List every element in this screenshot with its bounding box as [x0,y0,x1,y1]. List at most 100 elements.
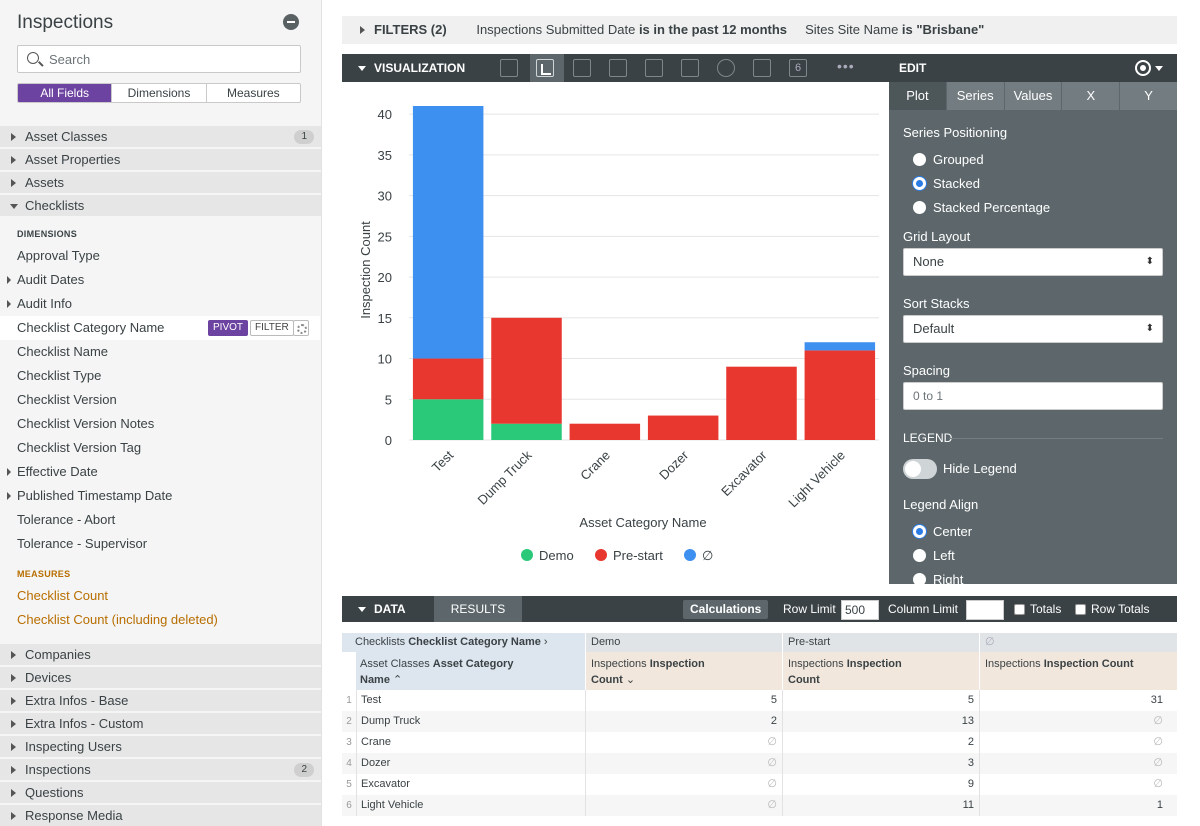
field-checklist-version-notes[interactable]: Checklist Version Notes [17,416,155,431]
view-group-extra-infos-custom[interactable]: Extra Infos - Custom [0,713,321,735]
row-null-cell: ∅ [979,774,1177,795]
column-chart-icon[interactable] [536,59,554,77]
filters-bar[interactable]: FILTERS (2) Inspections Submitted Date i… [342,16,1177,44]
y-tick-label: 30 [378,189,392,204]
grid-layout-select[interactable]: None [903,248,1163,276]
gear-icon[interactable] [1135,60,1151,76]
view-group-response-media[interactable]: Response Media [0,805,321,826]
hide-legend-toggle[interactable] [903,459,937,479]
tab-values[interactable]: Values [1003,82,1062,110]
bar-segment [804,350,876,440]
scatter-chart-icon[interactable] [609,59,627,77]
radio-stacked[interactable] [913,177,926,190]
field-effective-date[interactable]: Effective Date [0,460,320,484]
field-checklist-count[interactable]: Checklist Count [17,588,109,603]
view-group-asset-properties[interactable]: Asset Properties [0,149,321,171]
x-tick-label: Excavator [718,447,770,499]
tab-series[interactable]: Series [945,82,1004,110]
totals-checkbox[interactable] [1014,604,1025,615]
radio-grouped[interactable] [913,153,926,166]
radio-center[interactable] [913,525,926,538]
row-dimension-cell: Dozer [356,753,585,774]
collapse-triangle-icon[interactable] [358,66,366,71]
radio-right-label: Right [933,572,964,587]
radio-stacked-percentage[interactable] [913,201,926,214]
filter-2-condition: is "Brisbane" [901,22,985,37]
row-limit-input[interactable]: 500 [841,600,879,620]
legend-align-label: Legend Align [903,497,979,512]
sort-stacks-select[interactable]: Default [903,315,1163,343]
chevron-down-icon[interactable] [1155,66,1163,71]
tab-measures[interactable]: Measures [205,84,300,102]
view-group-extra-infos-base[interactable]: Extra Infos - Base [0,690,321,712]
stacked-column-chart: 0 5 10 15 20 25 30 35 40 Test Dump Truck Crane Doze… [358,106,879,563]
filter-button[interactable]: FILTER [250,320,294,336]
collapse-triangle-icon[interactable] [358,607,366,612]
bar-segment [804,342,876,351]
view-group-inspecting-users[interactable]: Inspecting Users [0,736,321,758]
line-chart-icon[interactable] [645,59,663,77]
field-published-timestamp-date[interactable]: Published Timestamp Date [0,484,320,508]
field-checklist-type[interactable]: Checklist Type [17,368,102,383]
legend-label: Pre-start [613,548,663,563]
row-totals-checkbox[interactable] [1075,604,1086,615]
calculations-button[interactable]: Calculations [683,600,769,619]
tab-plot[interactable]: Plot [889,82,946,110]
field-gear-icon[interactable] [293,320,309,336]
field-tolerance-supervisor[interactable]: Tolerance - Supervisor [17,536,148,551]
measure-header-null[interactable]: Inspections Inspection Count [979,652,1177,690]
pivot-value-demo[interactable]: Demo [585,633,782,652]
row-null-cell: 31 [979,690,1177,711]
radio-right[interactable] [913,573,926,586]
tab-y[interactable]: Y [1119,82,1177,110]
field-checklist-name[interactable]: Checklist Name [17,344,109,359]
filter-2-field: Sites Site Name [805,22,899,37]
view-group-assets[interactable]: Assets [0,172,321,194]
dimension-header[interactable]: Asset Classes Asset Category Name ⌃ [356,652,585,690]
view-group-devices[interactable]: Devices [0,667,321,689]
bar-chart-icon[interactable] [573,59,591,77]
collapse-sidebar-icon[interactable] [283,14,299,30]
field-checklist-category-name[interactable]: Checklist Category Name PIVOT FILTER [0,316,320,340]
pivot-button[interactable]: PIVOT [208,320,249,336]
field-audit-dates[interactable]: Audit Dates [0,268,320,292]
field-checklist-version-tag[interactable]: Checklist Version Tag [17,440,142,455]
results-tab[interactable]: RESULTS [434,596,522,622]
measure-header-prestart[interactable]: Inspections Inspection Count [782,652,979,690]
column-header-row: Asset Classes Asset Category Name ⌃ Inspe… [342,652,1177,690]
single-value-icon[interactable]: 6 [789,59,807,77]
bar-segment [491,317,562,424]
view-group-asset-classes[interactable]: Asset Classes 1 [0,126,321,148]
measure-header-demo[interactable]: Inspections Inspection Count ⌄ [585,652,782,690]
view-group-checklists[interactable]: Checklists [0,195,321,217]
tab-x[interactable]: X [1061,82,1120,110]
column-limit-input[interactable] [966,600,1004,620]
pivot-value-prestart[interactable]: Pre-start [782,633,979,652]
pivot-value-null[interactable]: ∅ [979,633,1177,652]
pie-chart-icon[interactable] [717,59,735,77]
view-group-questions[interactable]: Questions [0,782,321,804]
row-demo-cell: 2 [585,711,782,732]
tab-all-fields[interactable]: All Fields [18,84,112,102]
field-picker-sidebar: Inspections Search All Fields Dimensions… [0,0,322,826]
field-search-input[interactable]: Search [17,45,301,73]
pivot-header-cell[interactable]: Checklists Checklist Category Name › [342,633,585,652]
radio-left[interactable] [913,549,926,562]
field-tolerance-abort[interactable]: Tolerance - Abort [17,512,116,527]
table-viz-icon[interactable] [500,59,518,77]
field-checklist-version[interactable]: Checklist Version [17,392,117,407]
spacing-input[interactable]: 0 to 1 [903,382,1163,410]
more-viz-icon[interactable]: ••• [837,58,855,74]
field-checklist-count-including-deleted[interactable]: Checklist Count (including deleted) [17,612,218,627]
chart-area: 0 5 10 15 20 25 30 35 40 Test Dump Truck Crane Doze… [342,82,889,582]
grid-layout-label: Grid Layout [903,229,971,244]
field-approval-type[interactable]: Approval Type [17,248,100,263]
view-group-inspections[interactable]: Inspections 2 [0,759,321,781]
tab-dimensions[interactable]: Dimensions [111,84,205,102]
area-chart-icon[interactable] [681,59,699,77]
row-dimension-cell: Excavator [356,774,585,795]
view-group-companies[interactable]: Companies [0,644,321,666]
field-audit-info[interactable]: Audit Info [0,292,320,316]
map-icon[interactable] [753,59,771,77]
legend-divider [949,438,1163,439]
